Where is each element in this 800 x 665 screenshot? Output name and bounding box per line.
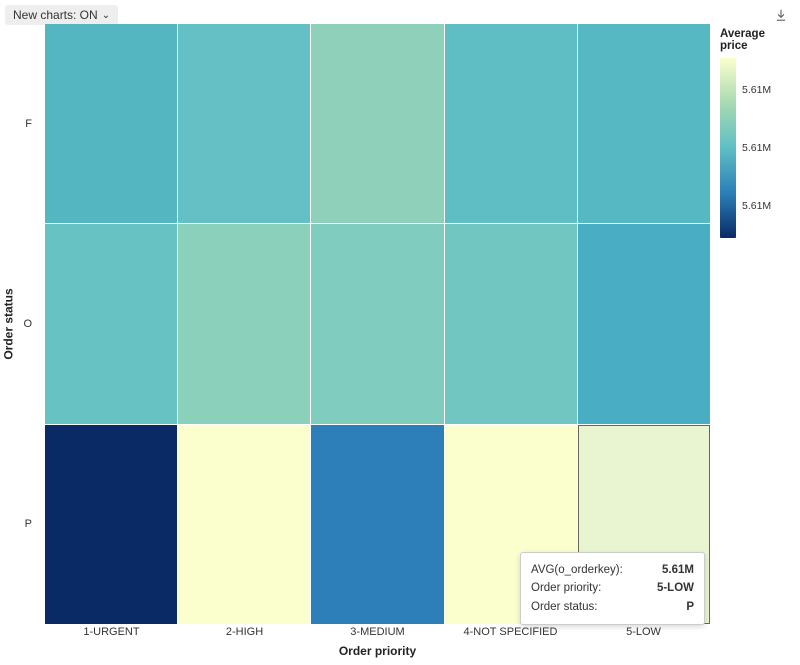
heatmap-cell[interactable] — [45, 425, 177, 624]
heatmap-cell[interactable] — [178, 224, 310, 423]
tooltip-value: P — [686, 598, 694, 616]
y-tick-label: F — [0, 24, 38, 224]
x-tick-label: 2-HIGH — [178, 626, 311, 638]
heatmap-cell[interactable] — [311, 24, 443, 223]
color-legend: Average price 5.61M 5.61M 5.61M — [720, 28, 790, 238]
tooltip-key: Order priority: — [531, 579, 601, 597]
tooltip: AVG(o_orderkey): 5.61M Order priority: 5-LO… — [520, 552, 705, 625]
tooltip-row: AVG(o_orderkey): 5.61M — [531, 561, 694, 579]
heatmap-cell[interactable] — [311, 425, 443, 624]
tooltip-key: Order status: — [531, 598, 597, 616]
legend-ticks: 5.61M 5.61M 5.61M — [742, 58, 790, 238]
y-tick-label: P — [0, 424, 38, 624]
y-tick-label: O — [0, 224, 38, 424]
legend-gradient-bar — [720, 58, 736, 238]
legend-tick-label: 5.61M — [742, 200, 771, 212]
legend-tick-label: 5.61M — [742, 84, 771, 96]
heatmap-cell[interactable] — [445, 224, 577, 423]
chevron-down-icon: ⌄ — [102, 10, 110, 21]
tooltip-row: Order status: P — [531, 598, 694, 616]
heatmap-cell[interactable] — [311, 224, 443, 423]
heatmap-cell[interactable] — [445, 24, 577, 223]
x-tick-label: 3-MEDIUM — [311, 626, 444, 638]
heatmap-chart — [45, 24, 710, 624]
tooltip-value: 5.61M — [662, 561, 694, 579]
legend-tick-label: 5.61M — [742, 142, 771, 154]
new-charts-toggle[interactable]: New charts: ON ⌄ — [5, 5, 118, 25]
heatmap-grid — [45, 24, 710, 624]
tooltip-row: Order priority: 5-LOW — [531, 579, 694, 597]
x-tick-label: 1-URGENT — [45, 626, 178, 638]
tooltip-key: AVG(o_orderkey): — [531, 561, 623, 579]
heatmap-cell[interactable] — [578, 24, 710, 223]
x-axis-label: Order priority — [45, 644, 710, 658]
tooltip-value: 5-LOW — [657, 579, 694, 597]
heatmap-cell[interactable] — [178, 24, 310, 223]
download-icon[interactable] — [774, 8, 788, 27]
legend-title: Average price — [720, 28, 790, 52]
x-tick-label: 4-NOT SPECIFIED — [444, 626, 577, 638]
heatmap-cell[interactable] — [178, 425, 310, 624]
toggle-label: New charts: ON — [13, 8, 98, 22]
y-axis-ticks: FOP — [0, 24, 38, 624]
x-axis-ticks: 1-URGENT2-HIGH3-MEDIUM4-NOT SPECIFIED5-L… — [45, 626, 710, 638]
heatmap-cell[interactable] — [45, 24, 177, 223]
heatmap-cell[interactable] — [578, 224, 710, 423]
heatmap-cell[interactable] — [45, 224, 177, 423]
x-tick-label: 5-LOW — [577, 626, 710, 638]
